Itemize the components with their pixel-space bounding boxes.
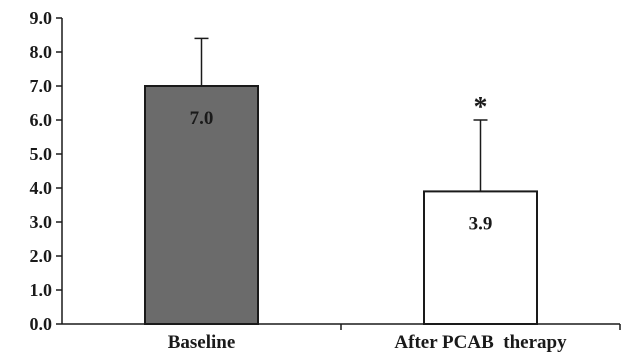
y-axis: 0.0 1.0 2.0 3.0 4.0 5.0 6.0 7.0 8.0 9.0 (30, 8, 63, 334)
y-tick-label: 3.0 (30, 212, 53, 232)
y-tick-label: 0.0 (30, 314, 53, 334)
data-label: 7.0 (190, 108, 214, 129)
bar-2 (423, 190, 538, 325)
bars (144, 37, 538, 325)
significance-mark: * (474, 92, 488, 123)
y-tick-label: 6.0 (30, 110, 53, 130)
bar-1 (144, 85, 259, 325)
y-tick-label: 4.0 (30, 178, 53, 198)
y-tick-label: 7.0 (30, 76, 53, 96)
y-tick-label: 1.0 (30, 280, 53, 300)
x-category-label: After PCAB therapy (394, 332, 567, 353)
y-tick-label: 2.0 (30, 246, 53, 266)
y-tick-label: 8.0 (30, 42, 53, 62)
x-category-label: Baseline (168, 332, 236, 353)
labels: 7.0 Baseline 3.9 * After PCAB therapy (168, 92, 567, 353)
y-tick-label: 5.0 (30, 144, 53, 164)
data-label: 3.9 (469, 213, 493, 234)
y-tick-label: 9.0 (30, 8, 53, 28)
